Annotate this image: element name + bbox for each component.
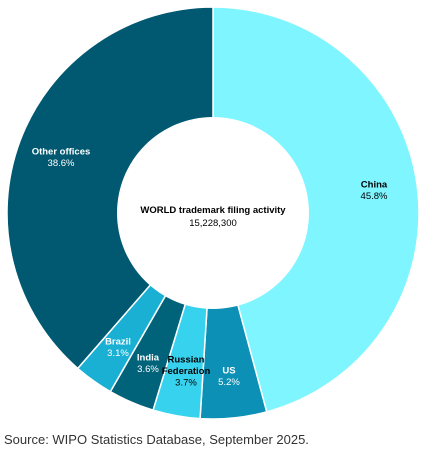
slice-value-india: 3.6% xyxy=(137,364,159,375)
donut-hole xyxy=(117,117,309,309)
slice-label-brazil: Brazil xyxy=(105,336,131,347)
slice-labels: China45.8%US5.2%RussianFederation3.7%Ind… xyxy=(32,146,388,388)
slice-value-russian-federation: 3.7% xyxy=(175,378,197,389)
slice-value-brazil: 3.1% xyxy=(107,348,129,359)
slice-label-russian-federation-line-2: Federation xyxy=(162,366,211,377)
source-note: Source: WIPO Statistics Database, Septem… xyxy=(4,432,309,447)
slice-value-china: 45.8% xyxy=(361,191,388,202)
slice-label-russian-federation-line-1: Russian xyxy=(168,355,205,366)
center-title: WORLD trademark filing activity xyxy=(140,205,286,216)
slice-label-china: China xyxy=(361,179,388,190)
slice-china xyxy=(212,6,420,413)
slice-value-us: 5.2% xyxy=(218,377,240,388)
slice-label-group-us: US5.2% xyxy=(218,365,240,388)
slice-other-offices xyxy=(6,6,214,370)
slice-label-other-offices: Other offices xyxy=(32,146,91,157)
slice-label-us: US xyxy=(222,365,235,376)
slice-value-other-offices: 38.6% xyxy=(48,158,75,169)
donut-chart: China45.8%US5.2%RussianFederation3.7%Ind… xyxy=(6,6,420,420)
center-value: 15,228,300 xyxy=(189,218,237,229)
slice-label-india: India xyxy=(137,352,160,363)
